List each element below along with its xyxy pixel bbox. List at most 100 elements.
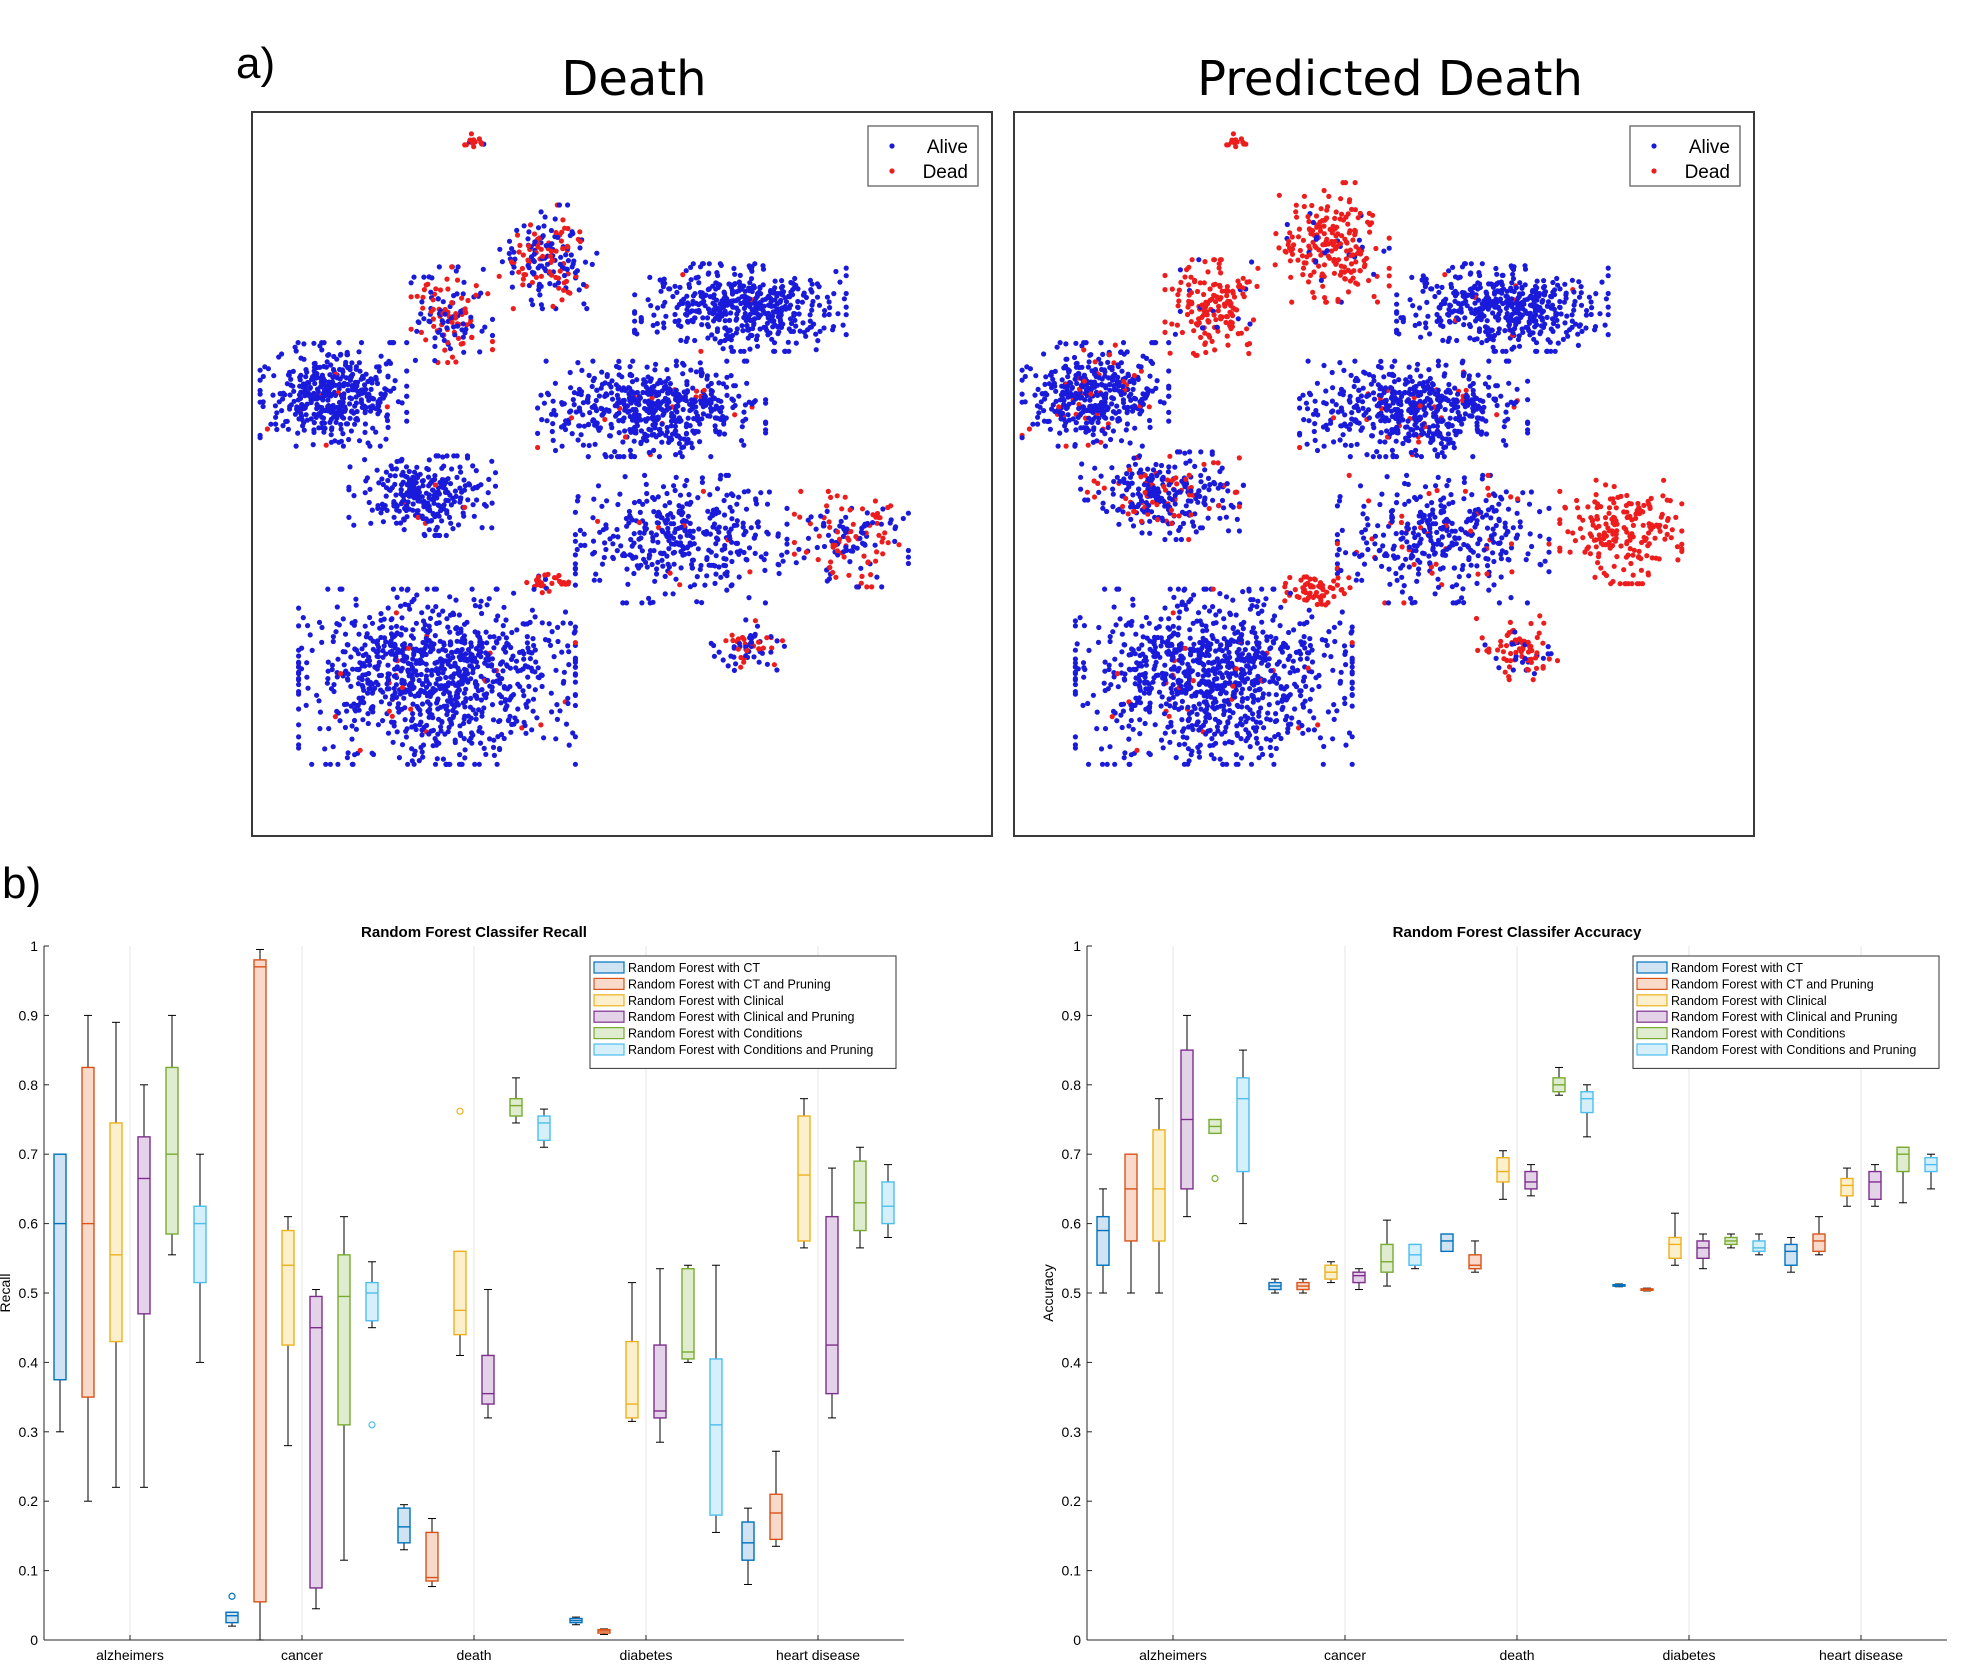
scatter-point xyxy=(1509,280,1515,286)
scatter-point xyxy=(376,368,382,374)
scatter-point xyxy=(449,264,455,270)
scatter-point xyxy=(418,329,424,335)
scatter-point xyxy=(430,487,436,493)
scatter-point xyxy=(695,546,701,552)
scatter-point xyxy=(567,369,573,376)
scatter-point xyxy=(699,600,705,606)
scatter-point xyxy=(741,314,747,321)
scatter-point xyxy=(779,638,786,644)
scatter-point xyxy=(676,503,682,509)
scatter-point xyxy=(401,527,407,533)
scatter-point xyxy=(334,604,340,610)
scatter-point xyxy=(623,600,630,606)
scatter-point xyxy=(828,559,834,565)
scatter-point xyxy=(366,670,372,677)
scatter-point xyxy=(301,427,307,433)
scatter-point xyxy=(813,347,819,353)
scatter-point xyxy=(305,623,311,629)
scatter-point xyxy=(1531,300,1537,306)
scatter-point xyxy=(398,501,404,507)
scatter-point xyxy=(648,530,655,536)
scatter-point xyxy=(660,563,666,569)
scatter-point xyxy=(433,681,439,687)
scatter-point xyxy=(759,650,766,656)
scatter-point xyxy=(566,662,572,668)
scatter-point xyxy=(1172,331,1178,337)
scatter-point xyxy=(509,284,515,290)
scatter-point xyxy=(434,756,440,762)
scatter-point xyxy=(1041,351,1047,357)
scatter-point xyxy=(721,295,727,301)
scatter-point xyxy=(1254,283,1260,289)
scatter-point xyxy=(1246,350,1252,357)
scatter-point xyxy=(776,329,782,335)
scatter-point xyxy=(592,441,598,447)
scatter-point xyxy=(728,310,734,316)
scatter-point xyxy=(1461,322,1467,328)
scatter-point xyxy=(634,377,640,383)
scatter-point xyxy=(520,688,526,694)
scatter-point xyxy=(447,346,453,352)
scatter-point xyxy=(406,468,412,475)
scatter-point xyxy=(1394,292,1400,298)
scatter-point xyxy=(572,657,579,663)
scatter-point xyxy=(1476,328,1482,334)
scatter-point xyxy=(328,416,334,422)
scatter-point xyxy=(713,297,720,303)
scatter-point xyxy=(1550,279,1556,286)
scatter-point xyxy=(320,415,327,421)
scatter-point xyxy=(1147,373,1153,379)
scatter-point xyxy=(772,303,778,309)
scatter-point xyxy=(535,444,541,451)
scatter-point xyxy=(293,443,299,449)
scatter-point xyxy=(601,554,607,561)
scatter-point xyxy=(571,258,577,264)
scatter-point xyxy=(463,310,469,316)
scatter-point xyxy=(724,392,730,398)
scatter-point xyxy=(365,440,371,446)
scatter-point xyxy=(575,494,581,500)
scatter-point xyxy=(826,311,832,318)
scatter-point xyxy=(324,680,330,686)
scatter-point xyxy=(355,417,361,423)
scatter-point xyxy=(1198,334,1204,340)
scatter-point xyxy=(491,737,497,743)
scatter-point xyxy=(1491,332,1498,339)
scatter-point xyxy=(487,736,493,742)
scatter-point xyxy=(1162,287,1168,293)
scatter-point xyxy=(662,591,668,597)
scatter-point xyxy=(491,634,497,640)
scatter-point xyxy=(821,543,828,550)
scatter-point xyxy=(1235,316,1241,322)
scatter-point xyxy=(290,383,296,389)
scatter-point xyxy=(652,367,658,373)
scatter-point xyxy=(1386,273,1392,279)
scatter-point xyxy=(404,393,410,399)
scatter-point xyxy=(637,509,643,515)
scatter-point xyxy=(311,420,317,426)
scatter-point xyxy=(399,665,405,671)
scatter-point xyxy=(1309,202,1315,209)
scatter-point xyxy=(626,520,632,526)
scatter-point xyxy=(554,702,560,708)
scatter-point xyxy=(435,329,441,335)
scatter-point xyxy=(1063,341,1069,347)
scatter-point xyxy=(329,427,335,433)
scatter-point xyxy=(1211,312,1217,318)
scatter-point xyxy=(343,421,349,427)
scatter-point xyxy=(1225,342,1231,348)
scatter-point xyxy=(654,321,660,327)
scatter-point xyxy=(825,488,831,494)
scatter-point xyxy=(536,675,542,681)
scatter-point xyxy=(530,636,536,642)
scatter-point xyxy=(1534,278,1540,284)
scatter-point xyxy=(389,466,395,472)
scatter-point xyxy=(432,482,438,488)
scatter-point xyxy=(503,617,509,623)
scatter-point xyxy=(1316,263,1322,269)
scatter-point xyxy=(664,490,670,497)
scatter-point xyxy=(552,380,559,386)
scatter-point xyxy=(438,508,444,514)
scatter-point xyxy=(380,395,386,401)
